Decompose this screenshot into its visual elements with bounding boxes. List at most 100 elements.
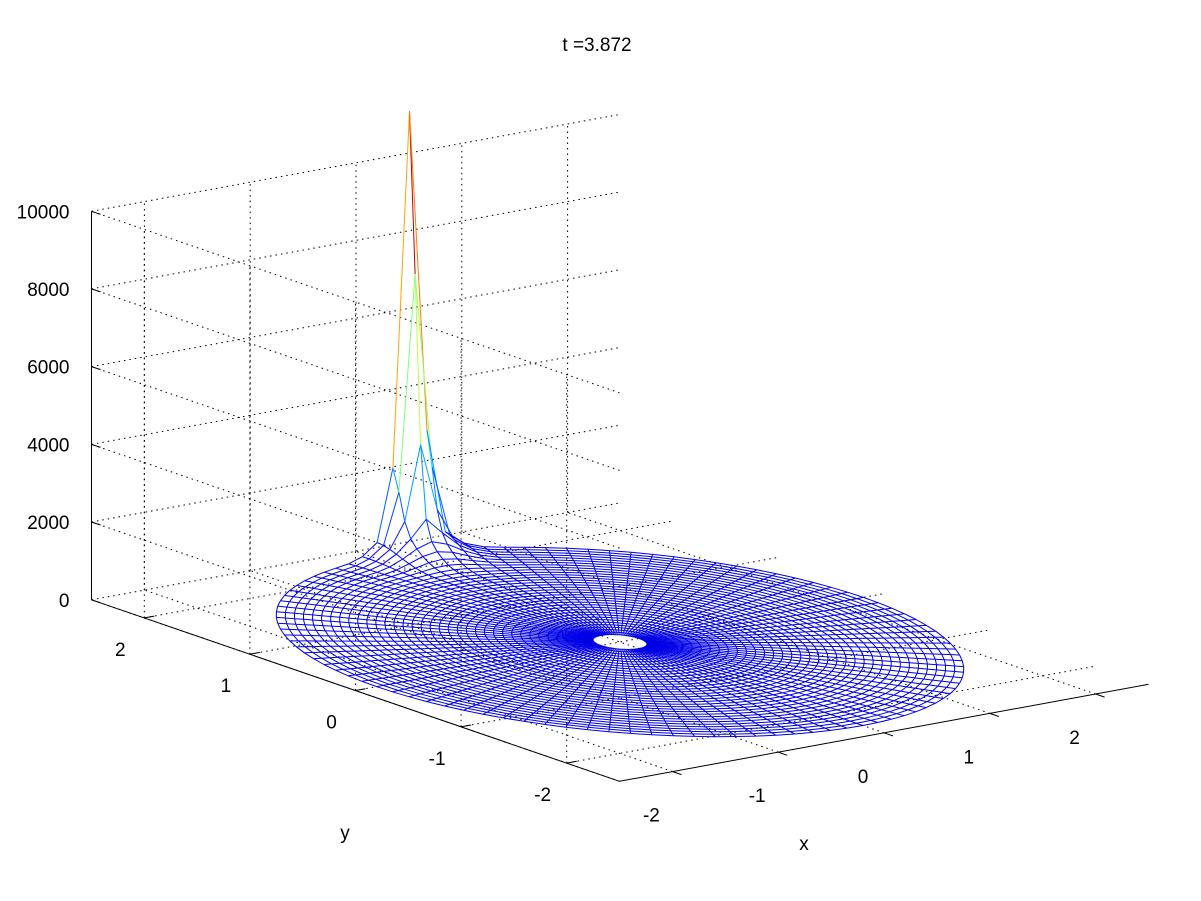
mesh-spoke — [337, 586, 347, 590]
mesh-ring — [630, 613, 638, 616]
mesh-ring — [578, 659, 585, 662]
mesh-ring — [536, 710, 555, 715]
mesh-ring — [458, 650, 465, 655]
mesh-spoke — [648, 649, 656, 653]
mesh-spoke — [302, 597, 312, 600]
mesh-spoke — [643, 635, 650, 638]
mesh-ring — [509, 574, 524, 577]
mesh-ring — [578, 706, 596, 710]
mesh-ring — [623, 610, 632, 613]
mesh-ring — [570, 695, 585, 699]
mesh-ring — [313, 624, 317, 631]
mesh-ring — [594, 568, 612, 571]
mesh-spoke — [505, 625, 515, 628]
mesh-ring — [368, 545, 384, 560]
mesh-spoke — [484, 661, 492, 664]
mesh-spoke — [555, 623, 564, 627]
mesh-ring — [523, 590, 535, 592]
mesh-spoke — [579, 628, 587, 632]
mesh-ring — [584, 660, 590, 663]
mesh-ring — [484, 658, 492, 663]
mesh-ring — [551, 677, 562, 681]
mesh-spoke — [512, 653, 521, 656]
mesh-spoke — [394, 653, 403, 655]
mesh-spoke — [636, 648, 643, 652]
mesh-ring — [375, 549, 391, 562]
y-tick-mark — [355, 688, 366, 691]
mesh-ring — [532, 594, 543, 597]
mesh-spoke — [575, 651, 582, 654]
mesh-spoke — [448, 629, 458, 631]
mesh-spoke — [316, 604, 326, 607]
mesh-spoke — [395, 663, 403, 665]
mesh-spoke — [530, 656, 537, 659]
mesh-ring — [533, 668, 542, 672]
mesh-ring — [441, 696, 459, 702]
mesh-spoke — [566, 635, 576, 638]
mesh-spoke — [548, 649, 556, 652]
mesh-spoke — [362, 660, 371, 662]
mesh-spoke — [547, 635, 557, 637]
mesh-ring — [592, 560, 611, 564]
mesh-ring — [420, 600, 427, 604]
mesh-spoke — [686, 622, 693, 626]
mesh-ring — [441, 607, 447, 612]
mesh-ring — [449, 609, 455, 613]
mesh-spoke — [525, 611, 533, 615]
mesh-ring — [331, 625, 335, 632]
mesh-spoke — [558, 649, 566, 652]
mesh-spoke — [554, 616, 561, 620]
mesh-ring — [656, 625, 662, 628]
mesh-ring — [370, 589, 379, 595]
mesh-spoke — [321, 583, 330, 587]
mesh-ring — [598, 699, 613, 702]
mesh-ring — [637, 692, 650, 695]
mesh-spoke — [497, 659, 505, 662]
mesh-spoke — [472, 560, 478, 565]
mesh-ring — [552, 715, 572, 719]
mesh-spoke — [673, 648, 683, 651]
mesh-ring — [604, 597, 616, 600]
mesh-spoke — [681, 650, 691, 653]
mesh-ring — [624, 606, 633, 608]
mesh-ring — [420, 621, 423, 625]
mesh-ring — [412, 598, 419, 603]
mesh-spoke — [276, 611, 286, 613]
mesh-spoke — [555, 627, 564, 631]
mesh-ring — [592, 684, 604, 687]
mesh-ring — [447, 673, 459, 678]
mesh-ring — [522, 692, 538, 697]
mesh-ring — [423, 577, 435, 581]
mesh-spoke — [651, 648, 661, 652]
mesh-ring — [486, 711, 507, 717]
mesh-spoke — [360, 610, 370, 613]
mesh-spoke — [462, 563, 469, 569]
mesh-ring — [358, 569, 371, 575]
mesh-ring — [440, 592, 449, 596]
mesh-ring — [378, 608, 383, 614]
mesh-ring — [468, 545, 488, 550]
mesh-ring — [404, 596, 411, 601]
mesh-ring — [315, 630, 321, 636]
mesh-spoke — [455, 598, 464, 602]
mesh-ring — [347, 645, 355, 652]
mesh-ring — [361, 542, 378, 558]
mesh-spoke — [373, 598, 382, 601]
mesh-ring — [532, 673, 543, 677]
mesh-ring — [361, 655, 371, 662]
mesh-ring — [640, 700, 654, 702]
mesh-ring — [337, 598, 343, 604]
mesh-spoke — [500, 620, 510, 624]
mesh-ring — [415, 644, 422, 650]
mesh-spoke — [491, 604, 499, 608]
mesh-ring — [629, 625, 634, 628]
mesh-ring — [671, 560, 692, 565]
mesh-ring — [547, 679, 559, 683]
mesh-ring — [457, 588, 467, 592]
mesh-spoke — [662, 653, 670, 657]
mesh-ring — [633, 604, 643, 607]
mesh-spoke — [667, 656, 675, 660]
mesh-ring — [376, 628, 380, 634]
mesh-ring — [595, 657, 600, 660]
mesh-ring — [528, 598, 538, 600]
